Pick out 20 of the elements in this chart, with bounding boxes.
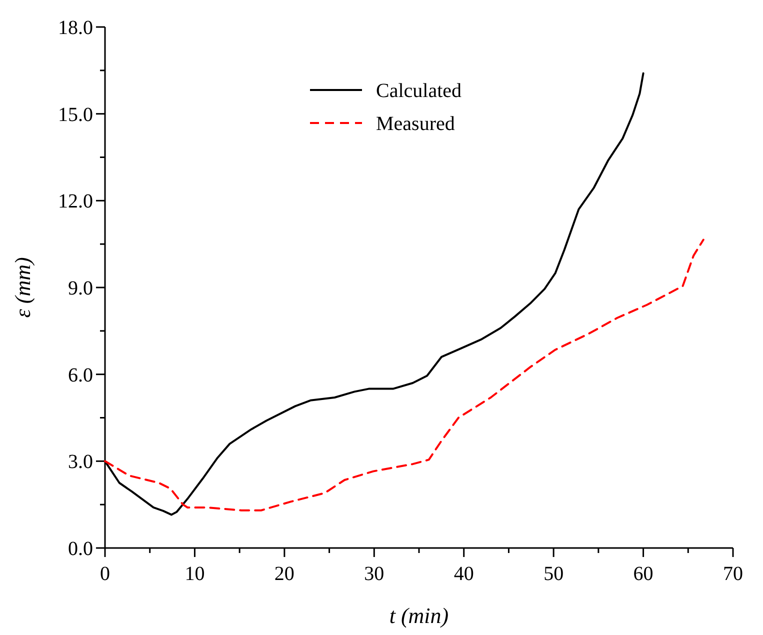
y-tick-label: 12.0 bbox=[58, 190, 93, 213]
x-tick-label: 60 bbox=[633, 563, 654, 585]
x-tick-label: 20 bbox=[274, 563, 294, 585]
x-axis-title: t (min) bbox=[389, 603, 449, 628]
x-tick-label: 70 bbox=[723, 563, 743, 585]
legend-label: Calculated bbox=[376, 80, 462, 102]
x-tick-label: 50 bbox=[544, 563, 564, 585]
y-tick-label: 9.0 bbox=[68, 278, 93, 300]
x-tick-label: 10 bbox=[184, 563, 205, 585]
x-tick-label: 40 bbox=[454, 563, 474, 585]
y-tick-label: 6.0 bbox=[68, 364, 93, 386]
y-tick-label: 15.0 bbox=[58, 104, 93, 126]
y-tick-label: 18.0 bbox=[58, 17, 93, 39]
y-axis-title: ε (mm) bbox=[10, 257, 35, 318]
x-tick-label: 30 bbox=[364, 563, 384, 585]
legend-label: Measured bbox=[376, 113, 455, 135]
y-tick-label: 3.0 bbox=[68, 451, 93, 474]
y-tick-label: 0.0 bbox=[68, 538, 93, 560]
x-tick-label: 0 bbox=[100, 563, 110, 585]
line-series bbox=[104, 238, 704, 512]
